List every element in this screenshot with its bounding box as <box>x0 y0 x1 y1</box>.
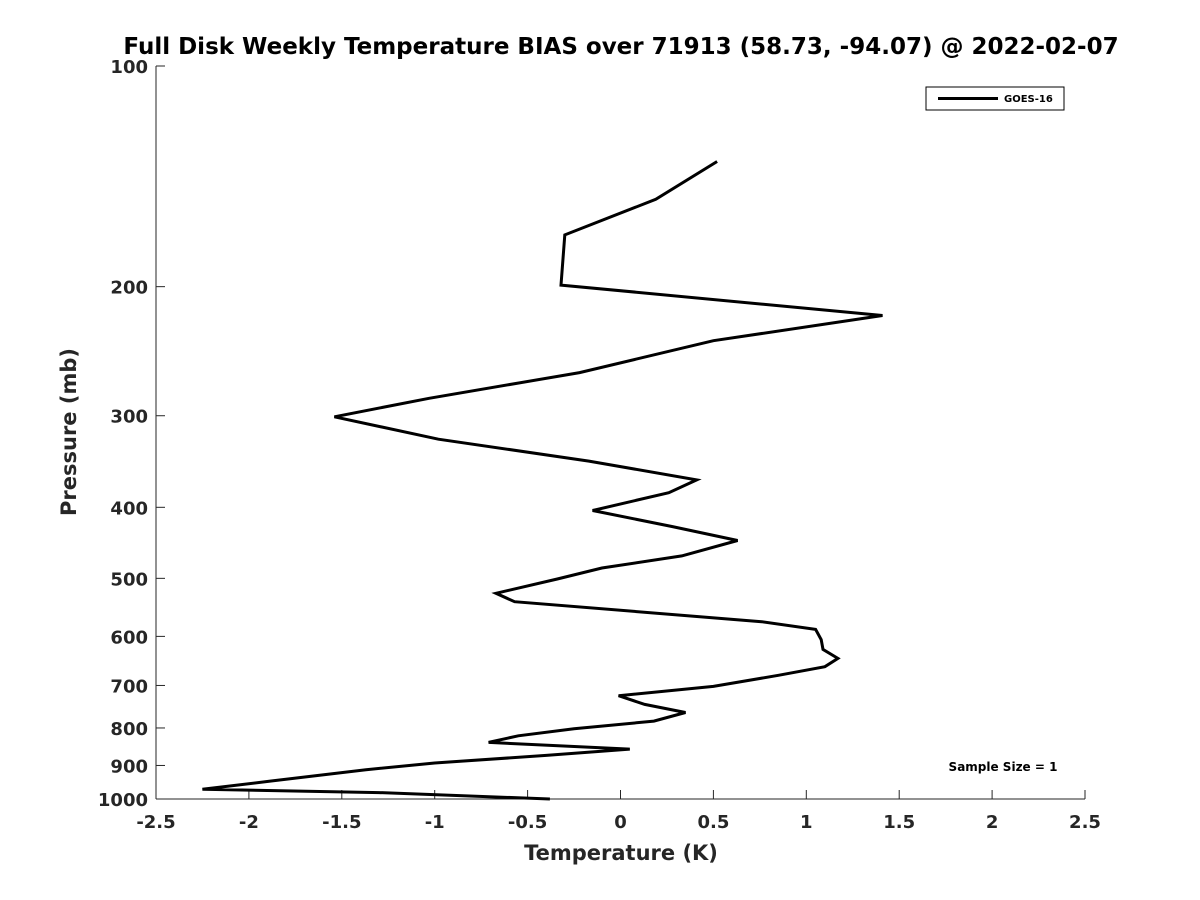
x-tick-label: 0 <box>614 812 627 833</box>
x-tick-label: 0.5 <box>697 812 729 833</box>
x-tick-label: -1 <box>425 812 445 833</box>
series-line-goes-16 <box>202 160 883 801</box>
x-axis-ticks: -2.5 -2 -1.5 -1 -0.5 0 0.5 1 1.5 2 2.5 <box>136 790 1101 833</box>
x-axis-label: Temperature (K) <box>524 841 718 865</box>
y-tick-label: 300 <box>110 407 148 428</box>
y-tick-label: 100 <box>110 57 148 78</box>
x-tick-label: 1.5 <box>883 812 915 833</box>
y-axis-label: Pressure (mb) <box>57 348 81 516</box>
x-tick-label: -2.5 <box>136 812 175 833</box>
x-tick-label: 1 <box>800 812 813 833</box>
y-tick-label: 700 <box>110 676 148 697</box>
x-tick-label: -0.5 <box>508 812 547 833</box>
y-tick-label: 400 <box>110 498 148 519</box>
chart-title: Full Disk Weekly Temperature BIAS over 7… <box>123 34 1118 60</box>
series-layer <box>202 160 883 801</box>
x-tick-label: 2.5 <box>1069 812 1101 833</box>
legend: GOES-16 <box>925 86 1065 111</box>
axes <box>155 66 1085 800</box>
x-tick-label: 2 <box>986 812 999 833</box>
y-tick-label: 1000 <box>98 790 148 811</box>
y-tick-label: 500 <box>110 569 148 590</box>
y-tick-label: 900 <box>110 756 148 777</box>
y-tick-label: 200 <box>110 278 148 299</box>
y-tick-label: 600 <box>110 627 148 648</box>
x-tick-label: -1.5 <box>322 812 361 833</box>
y-axis-ticks: 100 200 300 400 500 600 700 800 900 1000 <box>98 57 165 811</box>
legend-label-goes-16: GOES-16 <box>1004 94 1053 105</box>
y-tick-label: 800 <box>110 719 148 740</box>
x-tick-label: -2 <box>239 812 259 833</box>
sample-size-annotation: Sample Size = 1 <box>949 760 1058 774</box>
